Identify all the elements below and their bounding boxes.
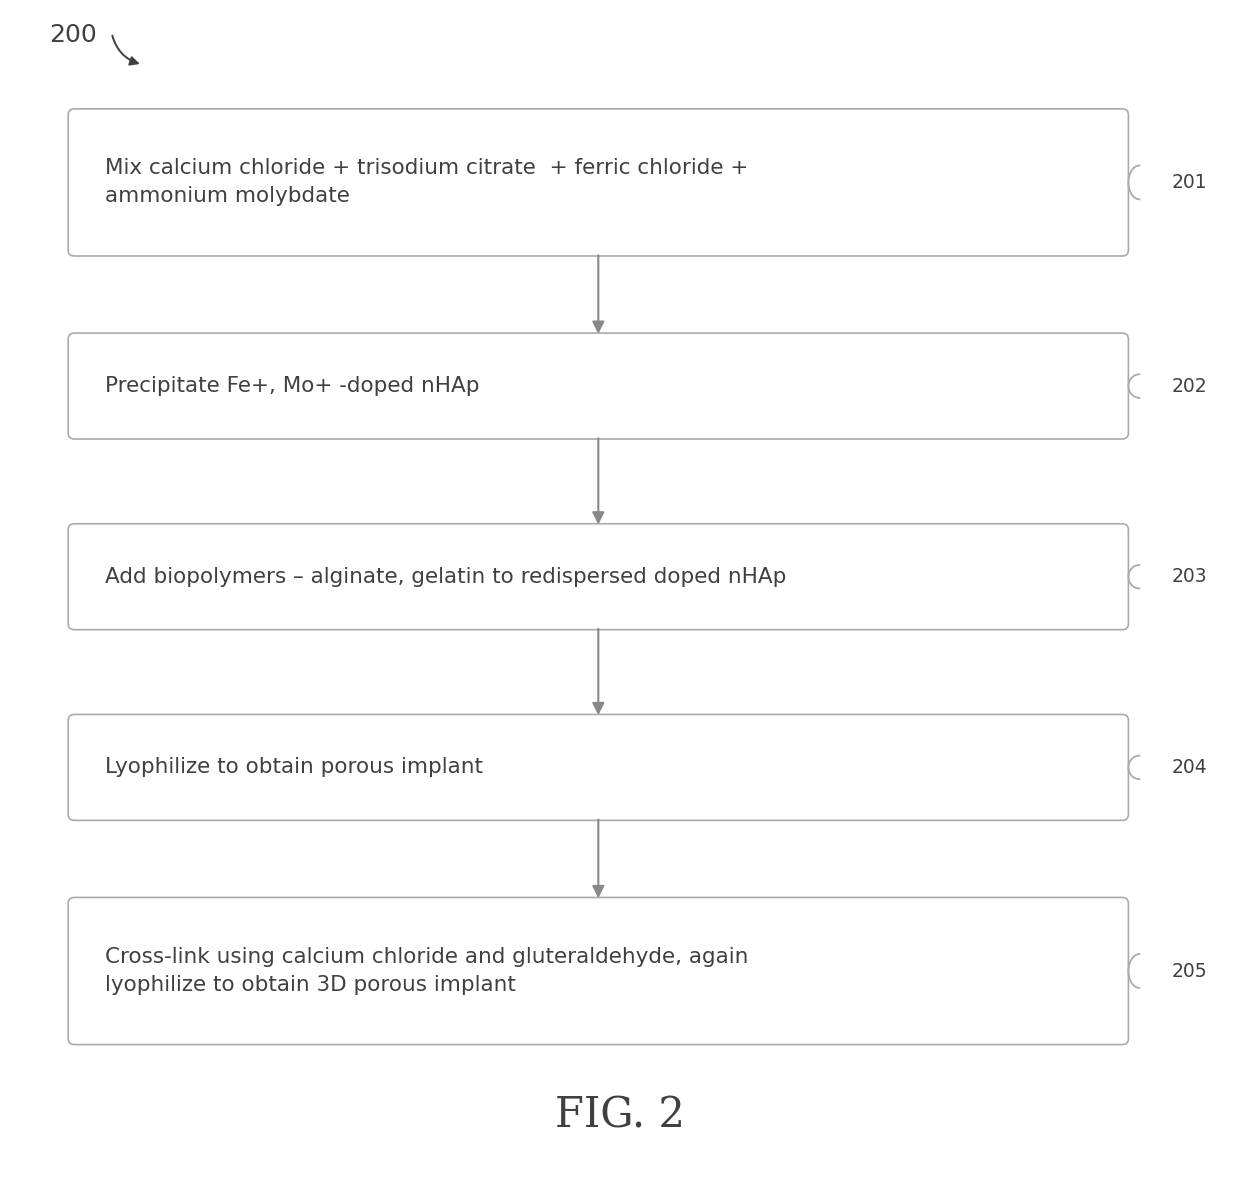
Text: 202: 202	[1172, 377, 1208, 395]
Text: 200: 200	[50, 24, 98, 47]
Text: 205: 205	[1172, 962, 1208, 980]
FancyBboxPatch shape	[68, 333, 1128, 439]
Text: Cross-link using calcium chloride and gluteraldehyde, again
lyophilize to obtain: Cross-link using calcium chloride and gl…	[105, 947, 749, 995]
Text: 204: 204	[1172, 758, 1208, 777]
FancyBboxPatch shape	[68, 108, 1128, 257]
Text: Mix calcium chloride + trisodium citrate  + ferric chloride +
ammonium molybdate: Mix calcium chloride + trisodium citrate…	[105, 159, 749, 206]
Text: 203: 203	[1172, 567, 1208, 586]
Text: Lyophilize to obtain porous implant: Lyophilize to obtain porous implant	[105, 758, 484, 777]
Text: Precipitate Fe+, Mo+ -doped nHAp: Precipitate Fe+, Mo+ -doped nHAp	[105, 377, 480, 395]
Text: FIG. 2: FIG. 2	[556, 1095, 684, 1137]
FancyBboxPatch shape	[68, 897, 1128, 1045]
Text: Add biopolymers – alginate, gelatin to redispersed doped nHAp: Add biopolymers – alginate, gelatin to r…	[105, 567, 786, 586]
Text: 201: 201	[1172, 173, 1208, 192]
FancyBboxPatch shape	[68, 714, 1128, 820]
FancyBboxPatch shape	[68, 524, 1128, 630]
